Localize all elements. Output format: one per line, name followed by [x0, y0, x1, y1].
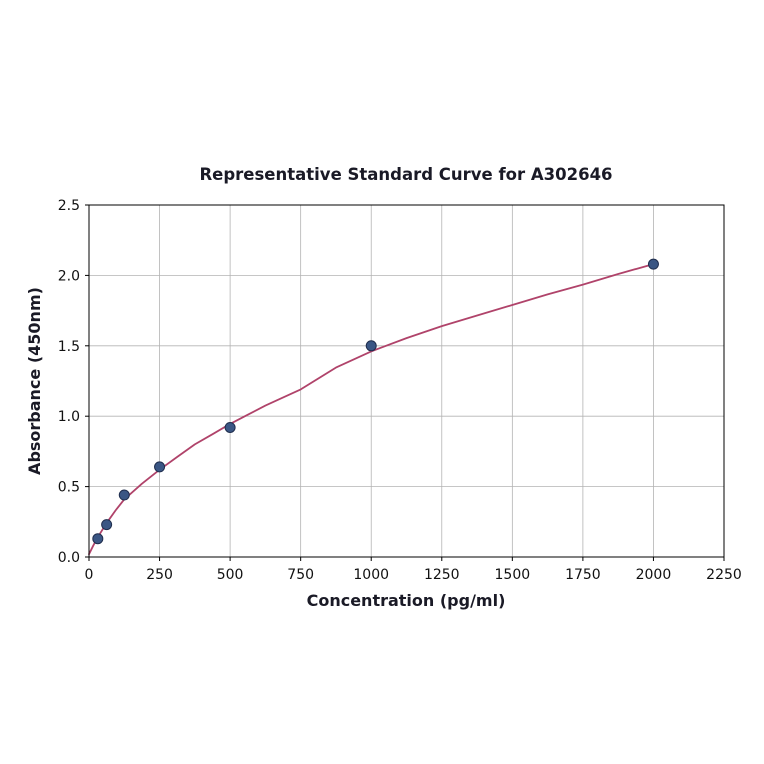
x-tick-label: 1500 [495, 567, 531, 583]
plot-area [88, 258, 659, 556]
plot-border [88, 204, 725, 558]
x-tick-label: 1250 [424, 567, 460, 583]
data-point [224, 421, 236, 433]
x-tick-label: 2250 [706, 567, 742, 583]
x-tick-label: 1000 [353, 567, 389, 583]
y-tick-label: 1.5 [58, 339, 80, 355]
y-tick-label: 2.0 [58, 268, 80, 284]
grid [88, 204, 725, 558]
x-tick-label: 0 [85, 567, 94, 583]
data-point [154, 461, 166, 473]
x-tick-label: 250 [146, 567, 173, 583]
data-point [92, 533, 104, 545]
x-tick-label: 1750 [565, 567, 601, 583]
x-tick-label: 750 [287, 567, 314, 583]
data-point [647, 258, 659, 270]
y-tick-label: 0.5 [58, 480, 80, 496]
y-tick-label: 0.0 [58, 550, 80, 566]
data-point [118, 489, 130, 501]
fit-curve [88, 263, 655, 556]
x-tick-label: 500 [217, 567, 244, 583]
y-axis-label: Absorbance (450nm) [25, 287, 44, 475]
axis-ticks: 0 250 500 750 1000 1250 1500 1750 2000 2250 0.0 0.5… [58, 198, 742, 583]
chart-title: Representative Standard Curve for A30264… [199, 165, 612, 184]
x-tick-label: 2000 [636, 567, 672, 583]
data-point [101, 519, 113, 531]
y-tick-label: 2.5 [58, 198, 80, 214]
y-tick-label: 1.0 [58, 409, 80, 425]
data-point [365, 340, 377, 352]
x-axis-label: Concentration (pg/ml) [307, 591, 506, 610]
